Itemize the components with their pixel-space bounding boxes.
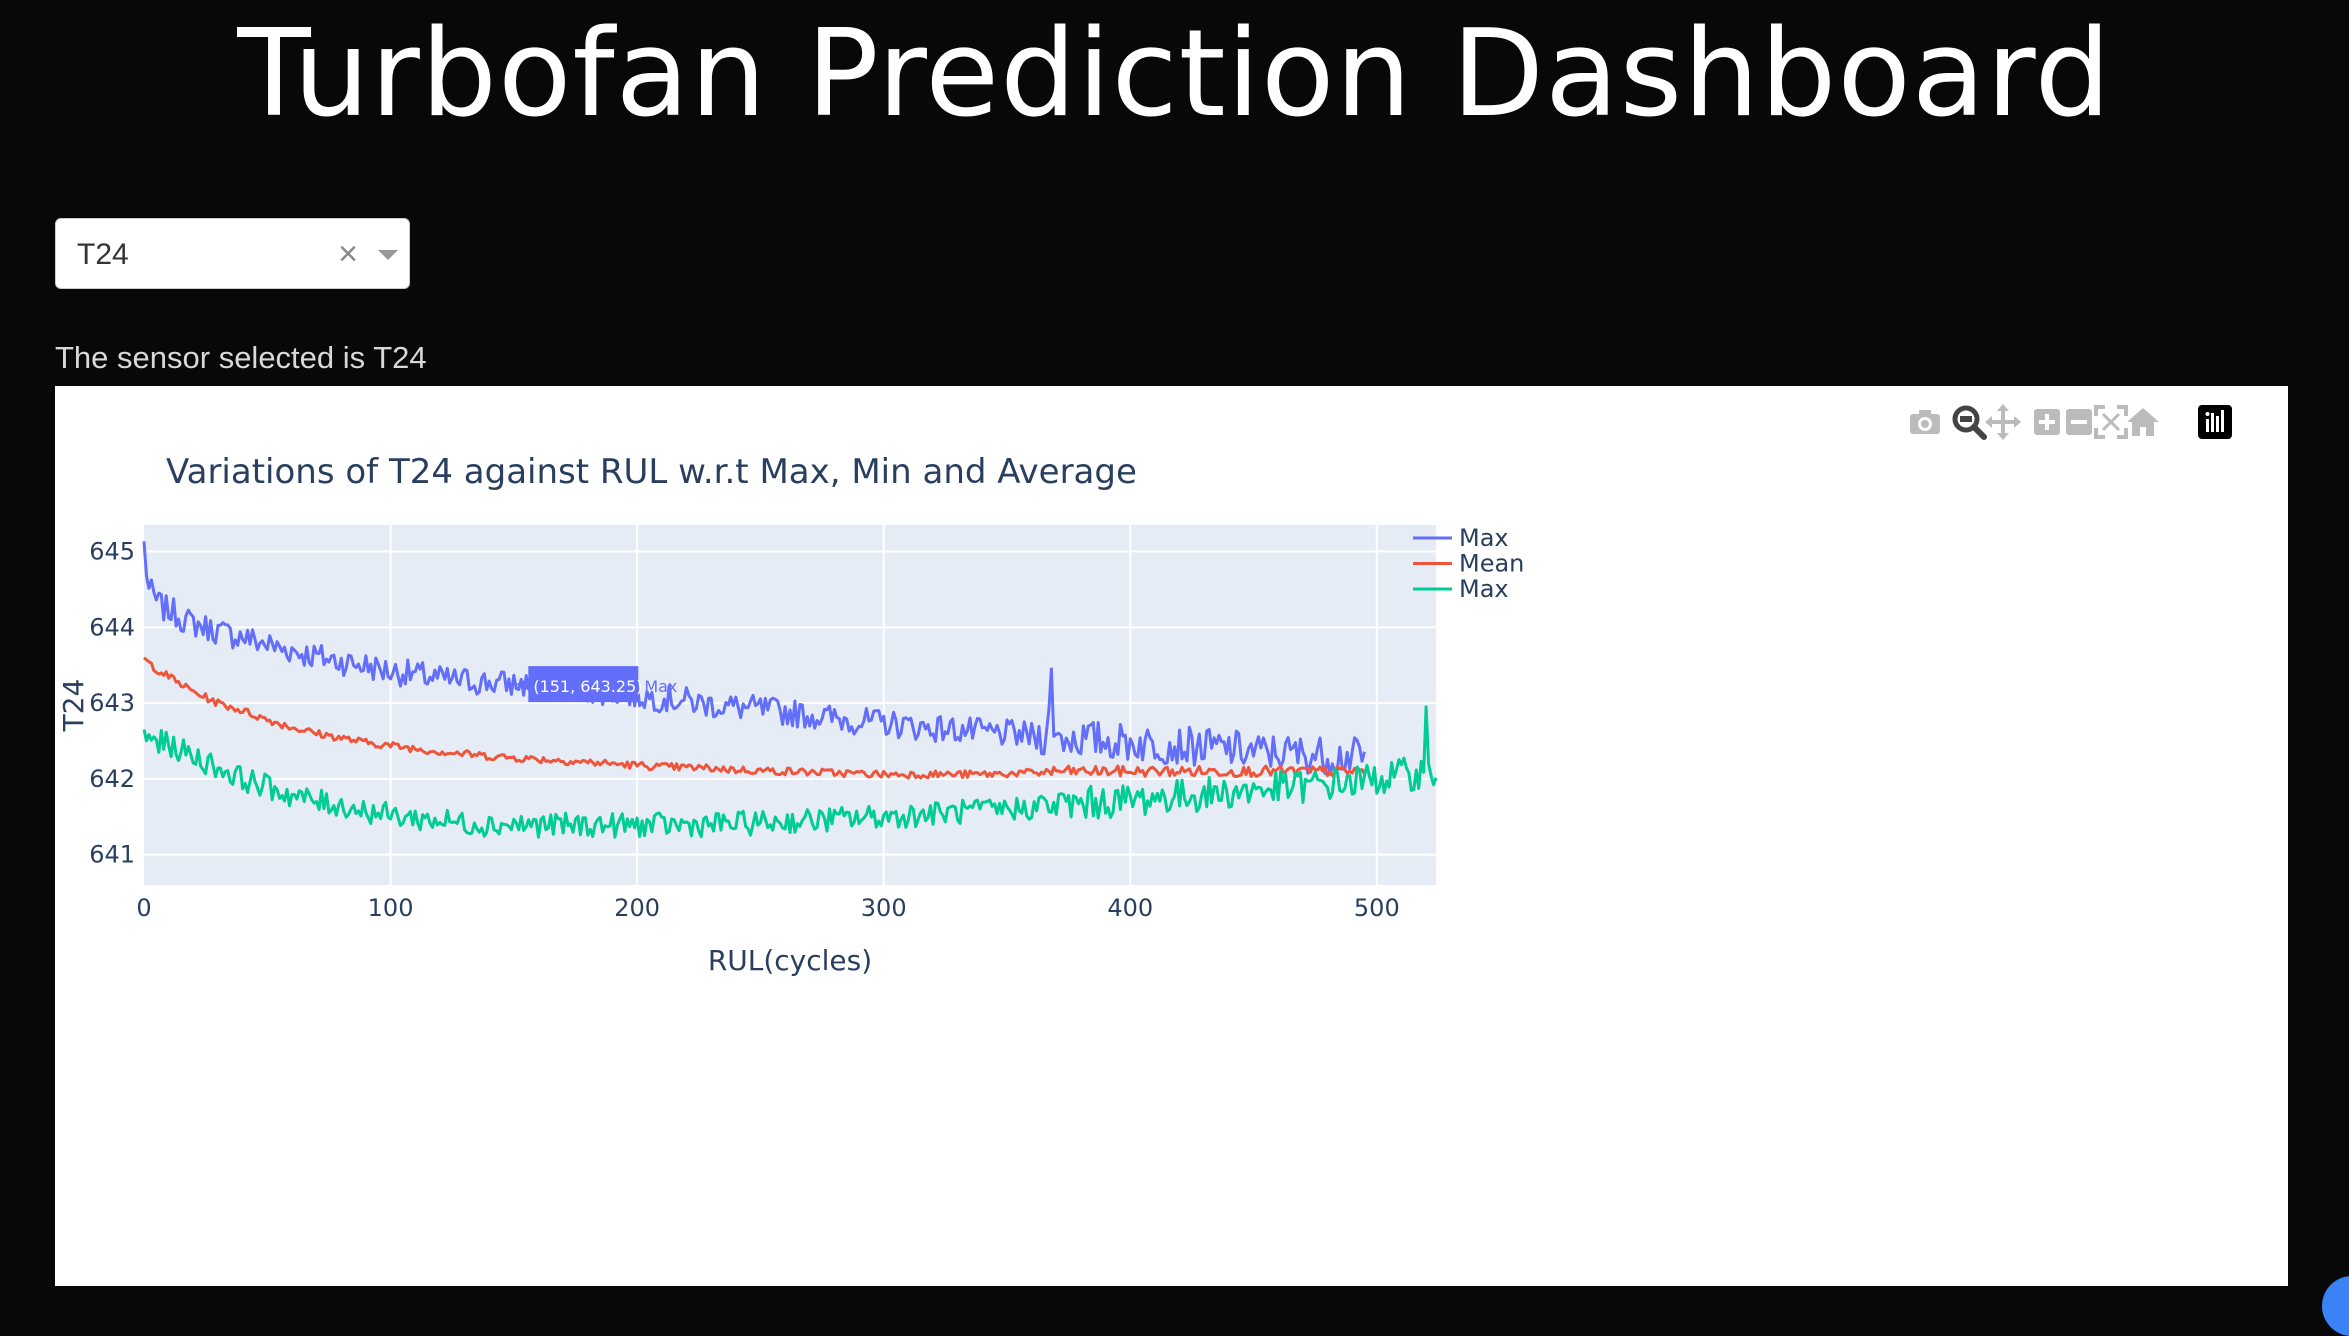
line-chart[interactable]: 0 100 200 300 400 500 641 642 643 644 645 RUL(cyc… [55, 386, 2288, 1286]
series-lines [142, 541, 1438, 839]
pan-icon[interactable] [1983, 402, 2023, 442]
chevron-down-icon[interactable] [368, 219, 408, 290]
autoscale-icon[interactable] [2091, 402, 2131, 442]
hover-tooltip: (151, 643.25) Max [516, 666, 677, 703]
x-tick-label: 500 [1354, 894, 1400, 922]
x-tick-label: 100 [368, 894, 414, 922]
x-tick-label: 300 [861, 894, 907, 922]
sensor-selected-text: The sensor selected is T24 [55, 340, 427, 375]
y-tick-label: 642 [89, 765, 135, 793]
x-tick-label: 200 [614, 894, 660, 922]
hover-label: (151, 643.25) [533, 677, 642, 696]
x-tick-label: 400 [1107, 894, 1153, 922]
hover-box [516, 666, 639, 703]
series-line-2 [142, 705, 1438, 839]
corner-badge [2322, 1276, 2349, 1336]
sensor-dropdown[interactable]: T24 × [55, 218, 410, 289]
x-axis: 0 100 200 300 400 500 [136, 894, 1399, 922]
zoom-icon[interactable] [1949, 402, 1989, 442]
legend-entry-2[interactable]: Max [1459, 575, 1509, 603]
y-tick-label: 641 [89, 841, 135, 869]
y-tick-label: 644 [89, 613, 135, 641]
plotly-logo-icon[interactable] [2195, 402, 2235, 442]
zoom-in-icon[interactable] [2027, 402, 2067, 442]
chart-panel: Variations of T24 against RUL w.r.t Max,… [55, 386, 2288, 1286]
sensor-dropdown-value: T24 [77, 238, 129, 271]
reset-axes-icon[interactable] [2123, 402, 2163, 442]
series-line-0 [142, 541, 1366, 776]
y-axis: 641 642 643 644 645 [89, 538, 135, 869]
chart-modebar [1855, 402, 2285, 442]
series-line-1 [143, 656, 1366, 780]
y-axis-title: T24 [57, 679, 90, 733]
hover-series-name: Max [644, 677, 677, 696]
y-tick-label: 643 [89, 689, 135, 717]
legend-entry-0[interactable]: Max [1459, 524, 1509, 552]
x-axis-title: RUL(cycles) [708, 944, 872, 977]
page-title: Turbofan Prediction Dashboard [237, 5, 2112, 144]
legend-entry-1[interactable]: Mean [1459, 550, 1524, 578]
clear-icon[interactable]: × [338, 235, 358, 273]
y-tick-label: 645 [89, 538, 135, 566]
chart-title: Variations of T24 against RUL w.r.t Max,… [166, 452, 1137, 492]
grid-lines [144, 525, 1436, 885]
x-tick-label: 0 [136, 894, 151, 922]
camera-icon[interactable] [1905, 402, 1945, 442]
zoom-out-icon[interactable] [2059, 402, 2099, 442]
